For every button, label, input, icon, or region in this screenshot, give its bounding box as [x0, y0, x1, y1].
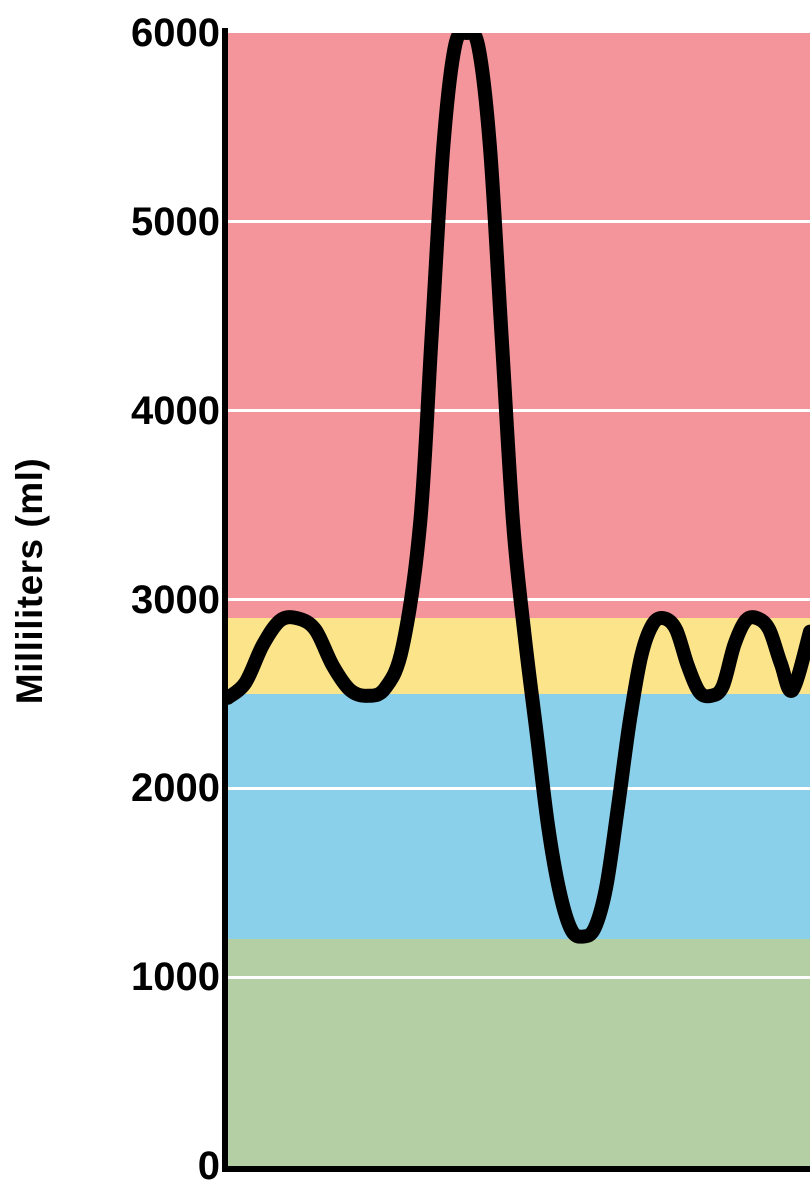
y-tick-label-2000: 2000: [131, 766, 220, 811]
y-tick-label-4000: 4000: [131, 388, 220, 433]
gridline-1000: [228, 975, 810, 979]
y-axis-title: Milliliters (ml): [0, 0, 60, 1200]
x-axis-line: [222, 1166, 810, 1172]
y-tick-label-1000: 1000: [131, 955, 220, 1000]
inspiratory-reserve-band: [228, 693, 810, 940]
lung-volume-trace-path: [228, 33, 810, 944]
gridline-5000: [228, 220, 810, 224]
gridline-4000: [228, 409, 810, 413]
lung-volume-trace-svg: [228, 33, 810, 944]
y-tick-label-3000: 3000: [131, 577, 220, 622]
plot-area: [228, 33, 810, 1166]
y-tick-label-6000: 6000: [131, 11, 220, 55]
y-tick-label-5000: 5000: [131, 199, 220, 244]
y-axis-title-label: Milliliters (ml): [9, 457, 50, 705]
y-tick-label-0: 0: [197, 1144, 220, 1188]
gridline-2000: [228, 786, 810, 790]
y-axis-tick-labels: 6000 5000 4000 3000 2000 1000 0: [55, 0, 220, 1200]
y-axis-line: [222, 28, 228, 1171]
